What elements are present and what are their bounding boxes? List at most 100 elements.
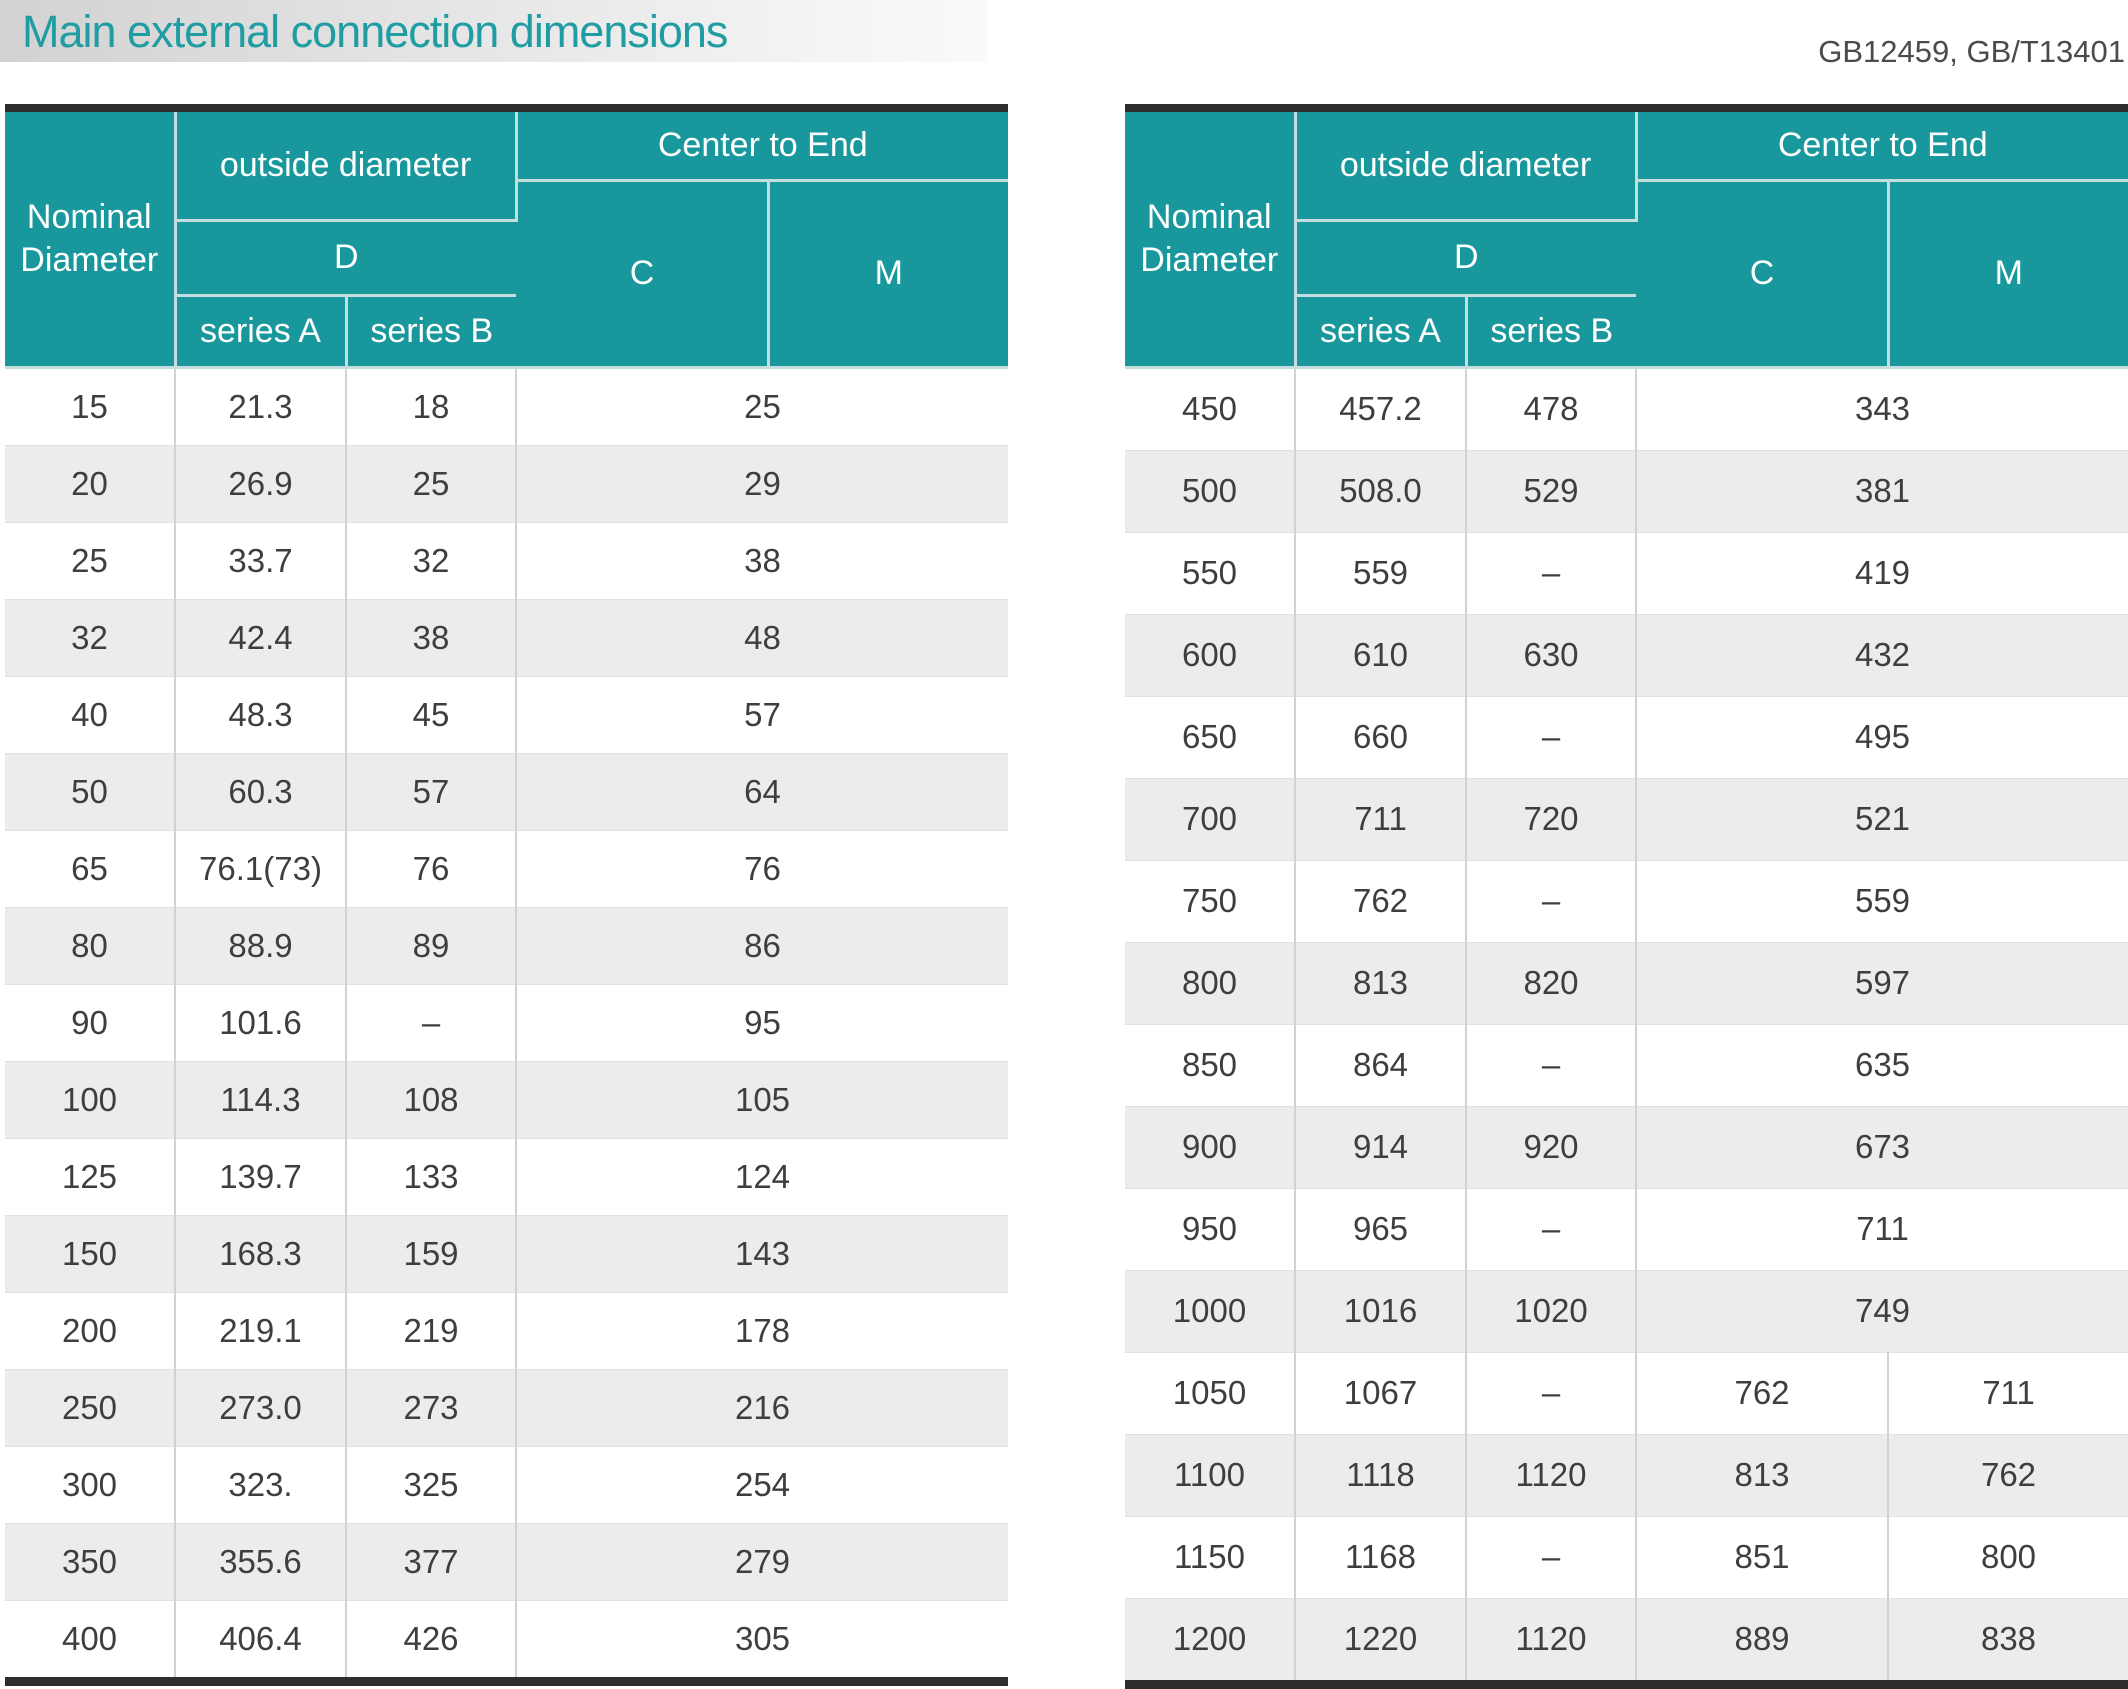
table-row: 850 864–635 — [1125, 1023, 2128, 1106]
table-row: 750 762–559 — [1125, 859, 2128, 942]
title-banner: Main external connection dimensions — [0, 0, 988, 62]
table-body-left: 15 21.3 18 25 20 26.9 25 29 25 33.7 32 38 32 42.4 38 48… — [5, 366, 1009, 1681]
cell-cm: 57 — [514, 675, 1009, 753]
header-series-a: series A — [1295, 293, 1468, 369]
cell-series_a: 813 — [1294, 941, 1466, 1024]
cell-series_a: 559 — [1294, 531, 1466, 614]
table-header: Nominal Diameter outside diameter Center… — [1125, 108, 2128, 369]
table-row: 1000 1016 1020 749 — [1125, 1269, 2128, 1352]
cell-series_a: 1118 — [1294, 1433, 1466, 1516]
table-row: 1100 1118 1120 813 762 — [1125, 1433, 2128, 1516]
table-row: 125 139.7 133 124 — [5, 1137, 1009, 1215]
cell-series_a: 21.3 — [174, 366, 346, 445]
table-row: 900 914 920 673 — [1125, 1105, 2128, 1188]
cell-series_b: 426 — [345, 1599, 516, 1681]
cell-series_b: 89 — [345, 906, 516, 984]
cell-cm: 143 — [514, 1214, 1009, 1292]
cell-series_a: 48.3 — [174, 675, 346, 753]
table-row: 350 355.6 377 279 — [5, 1522, 1009, 1600]
cell-nominal: 1200 — [1125, 1597, 1295, 1684]
cell-series_a: 1067 — [1294, 1351, 1466, 1434]
header-m: M — [1886, 178, 2128, 369]
cell-cm: 38 — [514, 521, 1009, 599]
cell-series_a: 1016 — [1294, 1269, 1466, 1352]
header-center-to-end: Center to End — [514, 108, 1009, 182]
table-row: 700 711 720 521 — [1125, 777, 2128, 860]
cell-nominal: 125 — [5, 1137, 175, 1215]
cell-nominal: 700 — [1125, 777, 1295, 860]
cell-series_b: 57 — [345, 752, 516, 830]
header-nominal-diameter: Nominal Diameter — [5, 108, 177, 369]
cell-cm: 521 — [1634, 777, 2128, 860]
cell-cm: 381 — [1634, 449, 2128, 532]
cell-nominal: 90 — [5, 983, 175, 1061]
header-series-b: series B — [1464, 293, 1636, 369]
cell-series_a: 26.9 — [174, 444, 346, 522]
cell-series_a: 219.1 — [174, 1291, 346, 1369]
table-header: Nominal Diameter outside diameter Center… — [5, 108, 1009, 369]
cell-nominal: 500 — [1125, 449, 1295, 532]
cell-cm: 216 — [514, 1368, 1009, 1446]
cell-cm: 178 — [514, 1291, 1009, 1369]
cell-cm: 95 — [514, 983, 1009, 1061]
table-row: 250 273.0 273 216 — [5, 1368, 1009, 1446]
cell-series_b: 325 — [345, 1445, 516, 1523]
cell-cm: 635 — [1634, 1023, 2128, 1106]
cell-series_a: 33.7 — [174, 521, 346, 599]
table-row: 650 660–495 — [1125, 695, 2128, 778]
header-series-b: series B — [344, 293, 516, 369]
cell-series_b: 478 — [1465, 366, 1636, 450]
header-nominal-diameter: Nominal Diameter — [1125, 108, 1297, 369]
cell-series_a: 965 — [1294, 1187, 1466, 1270]
cell-series_b: 159 — [345, 1214, 516, 1292]
cell-cm: 305 — [514, 1599, 1009, 1681]
cell-nominal: 350 — [5, 1522, 175, 1600]
table-row: 300 323. 325 254 — [5, 1445, 1009, 1523]
cell-series_b: 630 — [1465, 613, 1636, 696]
cell-series_b: 219 — [345, 1291, 516, 1369]
cell-series_a: 323. — [174, 1445, 346, 1523]
cell-series_b: 25 — [345, 444, 516, 522]
cell-nominal: 450 — [1125, 366, 1295, 450]
cell-nominal: 800 — [1125, 941, 1295, 1024]
header-d: D — [175, 218, 516, 297]
cell-cm: 124 — [514, 1137, 1009, 1215]
page-title: Main external connection dimensions — [22, 6, 728, 57]
cell-series_b: – — [1465, 1023, 1636, 1106]
cell-series_b: – — [1465, 1351, 1636, 1434]
header-m: M — [766, 178, 1009, 369]
cell-series_b: 108 — [345, 1060, 516, 1138]
cell-series_a: 914 — [1294, 1105, 1466, 1188]
table-row: 65 76.1(73) 76 76 — [5, 829, 1009, 907]
cell-series_a: 60.3 — [174, 752, 346, 830]
cell-cm: 279 — [514, 1522, 1009, 1600]
table-row: 550 559–419 — [1125, 531, 2128, 614]
cell-series_a: 508.0 — [1294, 449, 1466, 532]
table-row: 90 101.6–95 — [5, 983, 1009, 1061]
cell-series_b: 18 — [345, 366, 516, 445]
cell-nominal: 550 — [1125, 531, 1295, 614]
cell-nominal: 950 — [1125, 1187, 1295, 1270]
header-center-to-end: Center to End — [1634, 108, 2128, 182]
cell-series_b: 377 — [345, 1522, 516, 1600]
table-row: 200 219.1 219 178 — [5, 1291, 1009, 1369]
table-row: 50 60.3 57 64 — [5, 752, 1009, 830]
cell-m: 800 — [1886, 1515, 2128, 1598]
table-row: 600 610 630 432 — [1125, 613, 2128, 696]
cell-nominal: 20 — [5, 444, 175, 522]
cell-series_b: 529 — [1465, 449, 1636, 532]
cell-nominal: 15 — [5, 366, 175, 445]
header-outside-diameter: outside diameter — [173, 108, 518, 222]
cell-series_a: 711 — [1294, 777, 1466, 860]
cell-nominal: 250 — [5, 1368, 175, 1446]
cell-series_a: 168.3 — [174, 1214, 346, 1292]
cell-cm: 495 — [1634, 695, 2128, 778]
cell-nominal: 25 — [5, 521, 175, 599]
header-outside-diameter: outside diameter — [1293, 108, 1638, 222]
cell-cm: 597 — [1634, 941, 2128, 1024]
cell-cm: 29 — [514, 444, 1009, 522]
cell-series_b: 45 — [345, 675, 516, 753]
cell-series_a: 101.6 — [174, 983, 346, 1061]
table-row: 1050 1067–762 711 — [1125, 1351, 2128, 1434]
cell-series_b: 1020 — [1465, 1269, 1636, 1352]
